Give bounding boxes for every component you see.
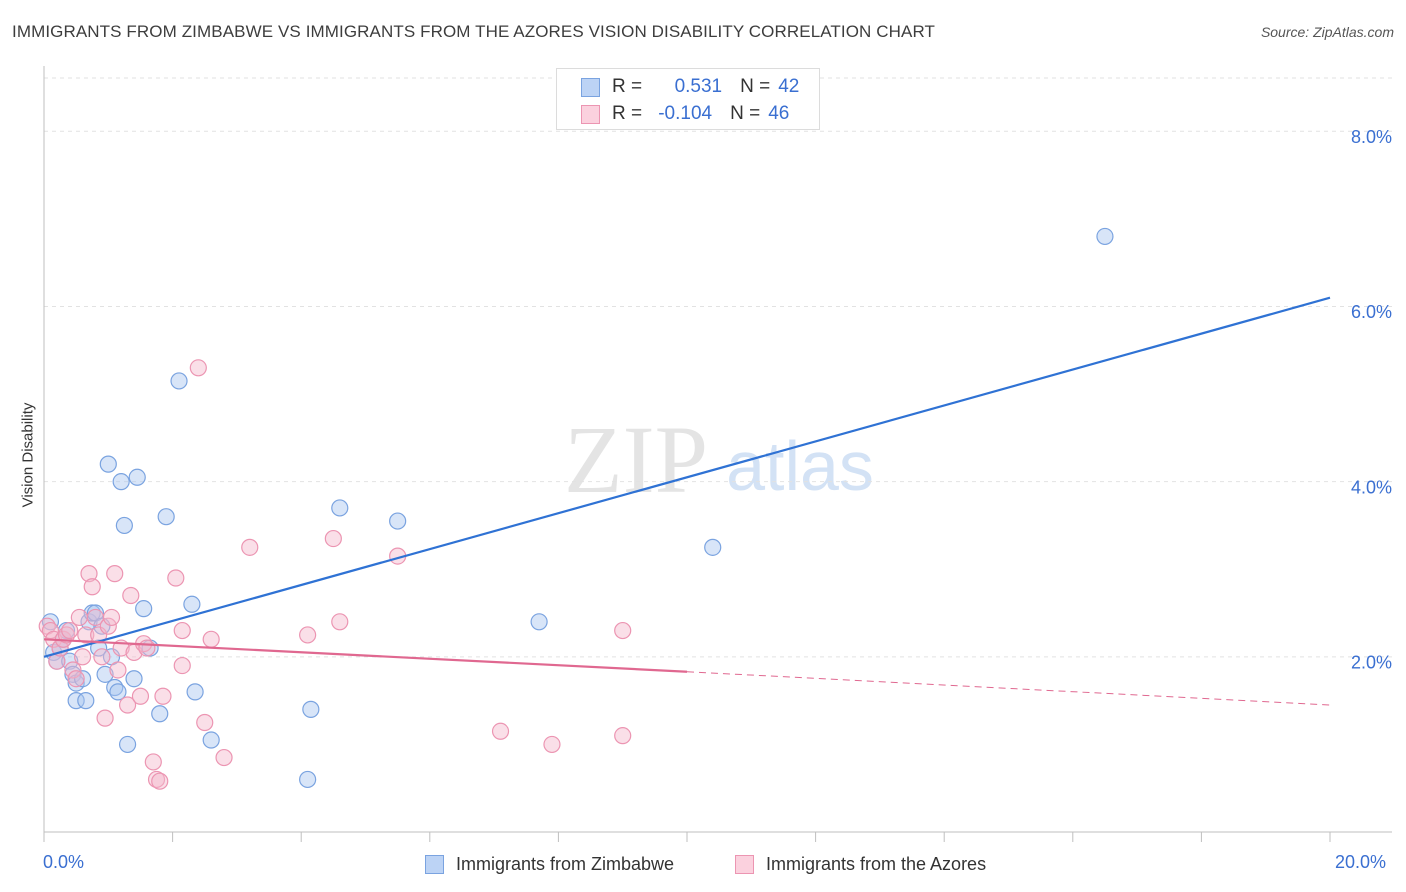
azores-point [543,735,561,754]
zimbabwe-point [1096,227,1114,246]
zimbabwe-point [331,499,349,517]
azores-point [173,656,191,675]
zimbabwe-point [135,600,153,618]
azores-trend-line [43,638,688,673]
azores-point [131,687,150,705]
x-tick-label-min: 0.0% [43,852,85,872]
azores-point [102,608,121,627]
azores-swatch [581,104,600,124]
zimbabwe-point [704,538,722,556]
zimbabwe-point [202,731,220,749]
y-axis-label: Vision Disability [19,402,37,508]
zimbabwe-point [73,670,92,688]
zimbabwe-point [530,613,548,631]
azores-point [83,578,101,596]
azores-point [109,661,127,679]
azores-point [144,753,162,771]
zimbabwe-trend-line [43,296,1331,658]
legend-r-value: -0.104 [658,103,713,124]
zimbabwe-point [67,692,85,710]
zimbabwe-point [109,683,127,701]
zimbabwe-swatch [581,77,600,97]
azores-point [241,538,259,556]
azores-point [299,626,317,644]
zimbabwe-point [170,372,188,390]
bottom-legend-azores: Immigrants from the Azores [735,852,986,876]
zimbabwe-point [118,735,137,754]
azores-point [99,617,117,635]
zimbabwe-point [186,683,204,701]
zimbabwe-point [125,670,143,688]
azores-point [154,687,172,705]
y-tick-label: 2.0% [1351,653,1392,673]
zimbabwe-point [96,665,114,683]
chart-title: IMMIGRANTS FROM ZIMBABWE VS IMMIGRANTS F… [12,22,935,41]
zimbabwe-point [299,770,317,789]
zimbabwe-point [77,692,95,710]
legend-row-azores: R = -0.104 N = 46 [581,102,789,126]
azores-point [614,727,632,745]
azores-point [122,586,140,605]
azores-point [202,630,220,648]
azores-point [196,713,214,732]
zimbabwe-point [302,700,320,718]
azores-point [118,696,137,714]
azores-point [64,661,82,679]
zimbabwe-point [389,512,407,530]
legend-n-value: 42 [778,76,800,97]
azores-point [67,670,85,688]
azores-trend-extension [686,671,1331,706]
series-name: Immigrants from the Azores [766,853,987,874]
azores-point [614,621,632,640]
azores-point [324,529,342,548]
azores-point [189,359,207,377]
azores-point [151,772,169,790]
correlation-legend: R = 0.531 N = 42 R = -0.104 N = 46 [556,68,820,130]
legend-r-value: 0.531 [674,76,723,97]
zimbabwe-point [157,508,175,526]
y-tick-label: 6.0% [1351,302,1392,322]
watermark-zip: ZIP [564,406,708,513]
azores-point [106,565,124,583]
zimbabwe-point [115,516,133,535]
zimbabwe-point [90,639,108,657]
azores-point [70,608,88,627]
azores-point [331,613,349,631]
azores-point [167,569,185,587]
zimbabwe-point [61,652,79,670]
y-tick-label: 4.0% [1351,477,1392,497]
azores-point [491,722,510,740]
series-name: Immigrants from Zimbabwe [456,853,675,874]
zimbabwe-point [183,595,201,613]
zimbabwe-point [93,617,111,635]
legend-n-label: N = [730,103,761,124]
legend-n-label: N = [740,76,771,97]
zimbabwe-point [112,473,130,491]
bottom-legend-zimbabwe: Immigrants from Zimbabwe [425,852,674,876]
azores-point [77,626,95,644]
legend-r-label: R = [612,76,643,97]
zimbabwe-point [151,705,169,723]
azores-point [73,648,92,666]
legend-r-label: R = [612,103,643,124]
x-tick-label-max: 20.0% [1335,852,1387,872]
zimbabwe-point [99,455,117,473]
legend-row-zimbabwe: R = 0.531 N = 42 [581,75,799,99]
azores-point [80,565,98,583]
azores-point [215,748,233,767]
azores-point [96,709,114,727]
zimbabwe-point [128,468,146,486]
azores-point [93,648,111,666]
y-tick-label: 8.0% [1351,127,1392,147]
zimbabwe-swatch [425,854,444,874]
azores-point [173,621,191,640]
azores-point [138,639,156,657]
watermark-atlas: atlas [726,427,874,505]
azores-swatch [735,854,754,874]
source-note: Source: ZipAtlas.com [1260,24,1394,40]
azores-point [61,621,79,640]
legend-n-value: 46 [768,103,790,124]
